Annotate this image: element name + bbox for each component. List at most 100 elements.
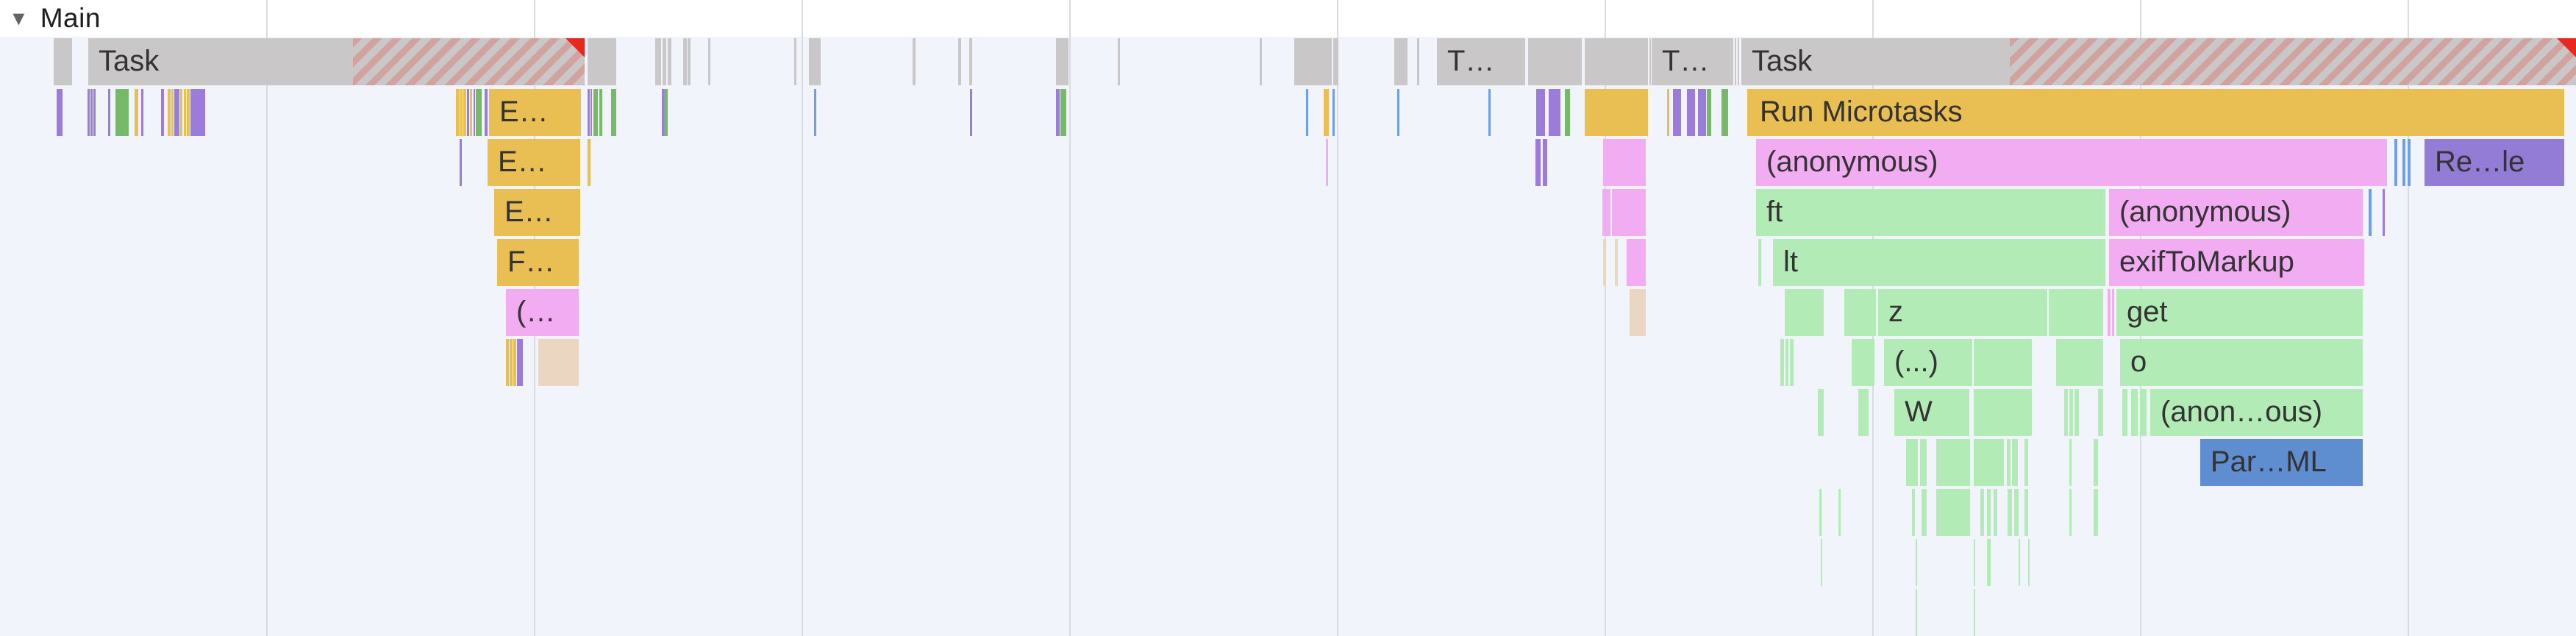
event-bar-t[interactable]: T… xyxy=(1437,38,1525,85)
event-bar[interactable] xyxy=(1974,389,2032,436)
event-bar[interactable] xyxy=(485,89,488,136)
event-bar[interactable] xyxy=(1747,89,1749,136)
event-bar[interactable] xyxy=(456,89,460,136)
event-bar[interactable] xyxy=(168,89,171,136)
event-bar[interactable] xyxy=(161,89,164,136)
event-bar[interactable] xyxy=(668,38,671,85)
event-bar[interactable] xyxy=(187,89,190,136)
event-bar[interactable] xyxy=(2112,289,2114,336)
event-bar[interactable] xyxy=(1326,139,1328,186)
event-bar[interactable] xyxy=(1528,38,1582,85)
event-bar[interactable] xyxy=(969,38,972,85)
event-bar-task[interactable]: Task xyxy=(88,38,585,85)
event-bar[interactable] xyxy=(1922,489,1927,536)
event-bar[interactable] xyxy=(1790,339,1794,386)
event-bar[interactable] xyxy=(2074,389,2079,436)
event-bar[interactable] xyxy=(1916,539,1917,586)
event-bar[interactable] xyxy=(1649,38,1651,85)
event-bar[interactable] xyxy=(1667,89,1669,136)
event-bar[interactable] xyxy=(1294,38,1332,85)
event-bar[interactable] xyxy=(1630,289,1646,336)
event-bar[interactable] xyxy=(1994,489,1997,536)
event-bar[interactable] xyxy=(1324,89,1329,136)
event-bar[interactable] xyxy=(1673,89,1681,136)
event-bar[interactable] xyxy=(2019,539,2020,586)
event-bar-o[interactable]: o xyxy=(2120,339,2363,386)
event-bar[interactable] xyxy=(1987,539,1991,586)
event-bar-[interactable]: (… xyxy=(506,289,579,336)
event-bar[interactable] xyxy=(1738,38,1739,85)
event-bar[interactable] xyxy=(1858,389,1869,436)
event-bar[interactable] xyxy=(135,89,138,136)
event-bar[interactable] xyxy=(2024,439,2028,486)
event-bar-lt[interactable]: lt xyxy=(1773,239,2105,286)
event-bar[interactable] xyxy=(1397,89,1399,136)
event-bar[interactable] xyxy=(913,38,916,85)
event-bar[interactable] xyxy=(93,89,96,136)
event-bar[interactable] xyxy=(2024,489,2028,536)
event-bar[interactable] xyxy=(2402,139,2405,186)
event-bar-anonymous[interactable]: (anonymous) xyxy=(1756,139,2387,186)
event-bar[interactable] xyxy=(2383,189,2385,236)
event-bar[interactable] xyxy=(1543,139,1547,186)
event-bar[interactable] xyxy=(958,38,961,85)
event-bar[interactable] xyxy=(688,38,691,85)
event-bar[interactable] xyxy=(1627,239,1646,286)
event-bar[interactable] xyxy=(1536,89,1545,136)
event-bar[interactable] xyxy=(663,38,666,85)
event-bar[interactable] xyxy=(1488,89,1491,136)
event-bar[interactable] xyxy=(90,89,93,136)
event-bar[interactable] xyxy=(2069,489,2072,536)
event-bar-exiftomarkup[interactable]: exifToMarkup xyxy=(2109,239,2364,286)
event-bar[interactable] xyxy=(2056,339,2103,386)
event-bar[interactable] xyxy=(1974,539,1975,586)
event-bar[interactable] xyxy=(1980,489,1984,536)
event-bar[interactable] xyxy=(1936,439,1970,486)
event-bar-[interactable]: (...) xyxy=(1884,339,1972,386)
event-bar[interactable] xyxy=(2049,289,2103,336)
event-bar[interactable] xyxy=(2122,389,2127,436)
event-bar[interactable] xyxy=(190,89,205,136)
event-bar[interactable] xyxy=(2369,189,2372,236)
event-bar-e[interactable]: E… xyxy=(488,139,580,186)
event-bar[interactable] xyxy=(460,139,462,186)
event-bar[interactable] xyxy=(2007,439,2011,486)
event-bar[interactable] xyxy=(1118,38,1120,85)
event-bar[interactable] xyxy=(184,89,186,136)
event-bar[interactable] xyxy=(1936,489,1970,536)
event-bar[interactable] xyxy=(1838,489,1841,536)
event-bar[interactable] xyxy=(171,89,174,136)
event-bar[interactable] xyxy=(1987,489,1991,536)
event-bar[interactable] xyxy=(1260,38,1262,85)
event-bar[interactable] xyxy=(814,89,816,136)
event-bar[interactable] xyxy=(1332,89,1335,136)
event-bar[interactable] xyxy=(1780,339,1784,386)
event-bar[interactable] xyxy=(1974,589,1975,636)
event-bar-re-le[interactable]: Re…le xyxy=(2425,139,2564,186)
event-bar[interactable] xyxy=(141,89,143,136)
event-bar[interactable] xyxy=(2140,389,2147,436)
event-bar[interactable] xyxy=(2064,389,2068,436)
event-bar[interactable] xyxy=(1585,89,1648,136)
event-bar[interactable] xyxy=(1920,439,1927,486)
event-bar[interactable] xyxy=(1819,489,1822,536)
event-bar[interactable] xyxy=(1707,89,1711,136)
event-bar[interactable] xyxy=(1722,89,1728,136)
event-bar[interactable] xyxy=(2094,439,2098,486)
event-bar[interactable] xyxy=(506,339,509,386)
event-bar[interactable] xyxy=(588,89,590,136)
event-bar[interactable] xyxy=(1852,339,1874,386)
event-bar-f[interactable]: F… xyxy=(497,239,579,286)
event-bar[interactable] xyxy=(2394,139,2397,186)
event-bar[interactable] xyxy=(809,38,821,85)
event-bar[interactable] xyxy=(470,89,472,136)
event-bar[interactable] xyxy=(1603,139,1646,186)
event-bar[interactable] xyxy=(1916,589,1917,636)
event-bar[interactable] xyxy=(174,89,179,136)
event-bar[interactable] xyxy=(588,139,591,186)
event-bar[interactable] xyxy=(460,89,463,136)
event-bar-ft[interactable]: ft xyxy=(1756,189,2105,236)
event-bar[interactable] xyxy=(2094,489,2098,536)
event-bar[interactable] xyxy=(599,89,602,136)
event-bar[interactable] xyxy=(2069,389,2073,436)
